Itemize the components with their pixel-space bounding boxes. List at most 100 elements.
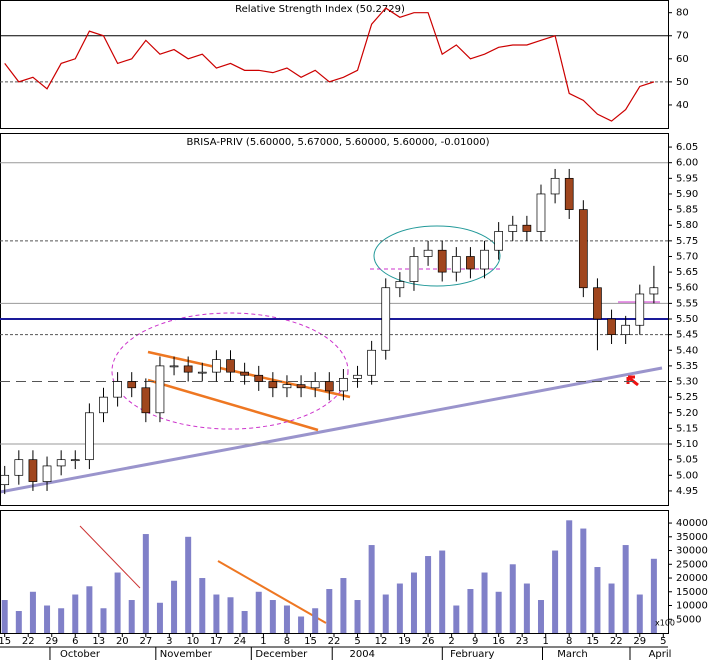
candle-body <box>367 349 376 376</box>
y-tick-label: 80 <box>676 8 689 19</box>
x-tick-label: 10 <box>187 636 200 647</box>
trend-line <box>0 366 663 494</box>
candle-body <box>56 459 66 467</box>
candle-body <box>536 193 546 232</box>
candle-body <box>480 249 489 270</box>
y-tick-label: 5000 <box>676 614 701 625</box>
y-tick-label: 5.10 <box>676 439 698 450</box>
volume-bar <box>382 594 389 633</box>
volume-bar <box>171 580 178 633</box>
volume-bar <box>283 605 290 633</box>
candle-body <box>635 293 645 326</box>
month-label: December <box>255 649 308 660</box>
candle-body <box>381 287 391 351</box>
candle-body <box>621 324 631 335</box>
volume-bar <box>354 600 361 633</box>
volume-bar <box>495 591 502 633</box>
candle-body <box>607 318 616 335</box>
volume-bar <box>650 558 657 633</box>
candle-body <box>423 249 433 257</box>
x-tick-label: 22 <box>22 636 35 647</box>
channel-line <box>147 350 351 399</box>
y-tick-label: 40000 <box>676 518 708 529</box>
volume-bar <box>1 600 8 633</box>
y-tick-label: 10000 <box>676 601 708 612</box>
month-label: November <box>160 649 213 660</box>
volume-bar <box>227 597 234 633</box>
volume-bar <box>594 567 601 633</box>
candle-body <box>409 256 419 282</box>
x-tick-label: 22 <box>610 636 623 647</box>
x-tick-label: 1 <box>260 636 266 647</box>
volume-bar <box>439 550 446 633</box>
candle-body <box>578 209 588 289</box>
volume-bar <box>467 589 474 633</box>
x-tick-label: 15 <box>304 636 317 647</box>
volume-bar <box>453 605 460 633</box>
candle-body <box>254 374 264 382</box>
month-label: March <box>557 649 587 660</box>
volume-bar <box>269 600 276 633</box>
volume-bar <box>199 578 206 633</box>
volume-bar <box>298 616 305 633</box>
candle-body <box>268 381 278 389</box>
volume-bar <box>156 602 163 633</box>
x-tick-label: 26 <box>422 636 435 647</box>
candle-body <box>550 177 560 195</box>
volume-bar <box>326 589 333 633</box>
y-tick-label: 6.05 <box>676 142 698 153</box>
x-tick-label: 19 <box>398 636 411 647</box>
y-tick-label: 5.20 <box>676 408 698 419</box>
y-tick-label: 50 <box>676 77 689 88</box>
y-tick-label: 60 <box>676 54 689 65</box>
candle-body <box>197 371 207 374</box>
x-tick-label: 8 <box>566 636 572 647</box>
volume-bar <box>15 611 22 633</box>
volume-bar <box>368 545 375 633</box>
candle-body <box>99 396 108 414</box>
volume-bar <box>29 591 36 633</box>
volume-bar <box>396 583 403 633</box>
y-tick-label: 5.50 <box>676 314 698 325</box>
x-tick-label: 3 <box>166 636 172 647</box>
y-tick-label: 5.25 <box>676 392 698 403</box>
volume-bar <box>142 534 149 633</box>
month-label: October <box>60 649 101 660</box>
candle-body <box>522 224 532 232</box>
x-tick-label: 29 <box>45 636 58 647</box>
x-tick-label: 27 <box>139 636 152 647</box>
y-tick-label: 5.95 <box>676 173 698 184</box>
annotations <box>0 225 663 624</box>
panel-title: Relative Strength Index (50.2729) <box>235 4 405 15</box>
volume-bar <box>58 608 65 633</box>
volume-bar <box>410 572 417 633</box>
y-tick-label: 25000 <box>676 559 708 570</box>
candle-body <box>437 249 447 273</box>
candle-body <box>212 359 221 373</box>
x-tick-label: 8 <box>284 636 290 647</box>
x-tick-label: 12 <box>375 636 388 647</box>
unit-label: x100 <box>655 619 675 628</box>
candle-body <box>649 287 659 295</box>
y-tick-label: 20000 <box>676 573 708 584</box>
volume-bar <box>552 550 559 633</box>
x-tick-label: 2 <box>448 636 454 647</box>
volume-bar <box>255 591 262 633</box>
candle-body <box>282 384 292 389</box>
arrow <box>626 375 639 387</box>
candle-body <box>127 381 137 389</box>
y-tick-label: 5.45 <box>676 330 698 341</box>
x-tick-label: 20 <box>116 636 129 647</box>
x-tick-label: 6 <box>72 636 78 647</box>
panel-title: BRISA-PRIV (5.60000, 5.67000, 5.60000, 5… <box>186 137 489 148</box>
y-tick-label: 5.75 <box>676 236 698 247</box>
candle-body <box>14 459 24 476</box>
volume-bar <box>86 586 93 633</box>
candle-body <box>85 412 94 461</box>
volume-bar <box>312 608 319 633</box>
x-tick-label: 15 <box>586 636 599 647</box>
volume-trend <box>217 560 327 624</box>
x-tick-label: 16 <box>492 636 505 647</box>
month-label: April <box>649 649 672 660</box>
